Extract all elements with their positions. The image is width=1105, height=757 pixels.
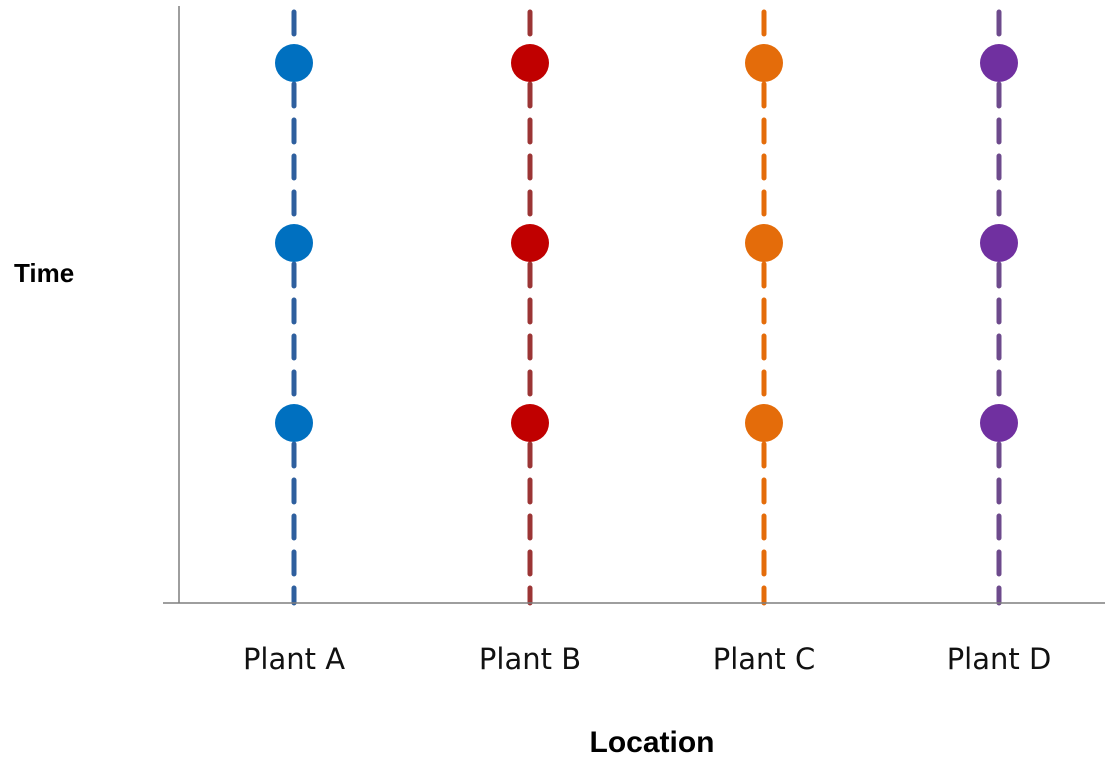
- dashed-lines-group: [291, 9, 1002, 606]
- tick-label-plant-a: Plant A: [243, 642, 345, 676]
- y-axis-label: Time: [14, 258, 74, 288]
- plant-a-point-1: [275, 404, 313, 442]
- plant-a-point-2: [275, 224, 313, 262]
- plant-b-point-1: [511, 404, 549, 442]
- tick-label-plant-d: Plant D: [947, 642, 1052, 676]
- x-axis-label: Location: [590, 726, 715, 757]
- tick-label-plant-c: Plant C: [713, 642, 816, 676]
- plant-b-point-3: [511, 44, 549, 82]
- tick-label-plant-b: Plant B: [479, 642, 581, 676]
- plant-d-point-3: [980, 44, 1018, 82]
- plant-d-point-1: [980, 404, 1018, 442]
- axes-group: [163, 6, 1105, 604]
- plant-c-point-2: [745, 224, 783, 262]
- plant-a-point-3: [275, 44, 313, 82]
- plant-c-point-3: [745, 44, 783, 82]
- tick-labels-group: Plant A Plant B Plant C Plant D: [243, 642, 1051, 676]
- plant-c-point-1: [745, 404, 783, 442]
- plant-b-point-2: [511, 224, 549, 262]
- points-group: [275, 44, 1018, 442]
- plant-d-point-2: [980, 224, 1018, 262]
